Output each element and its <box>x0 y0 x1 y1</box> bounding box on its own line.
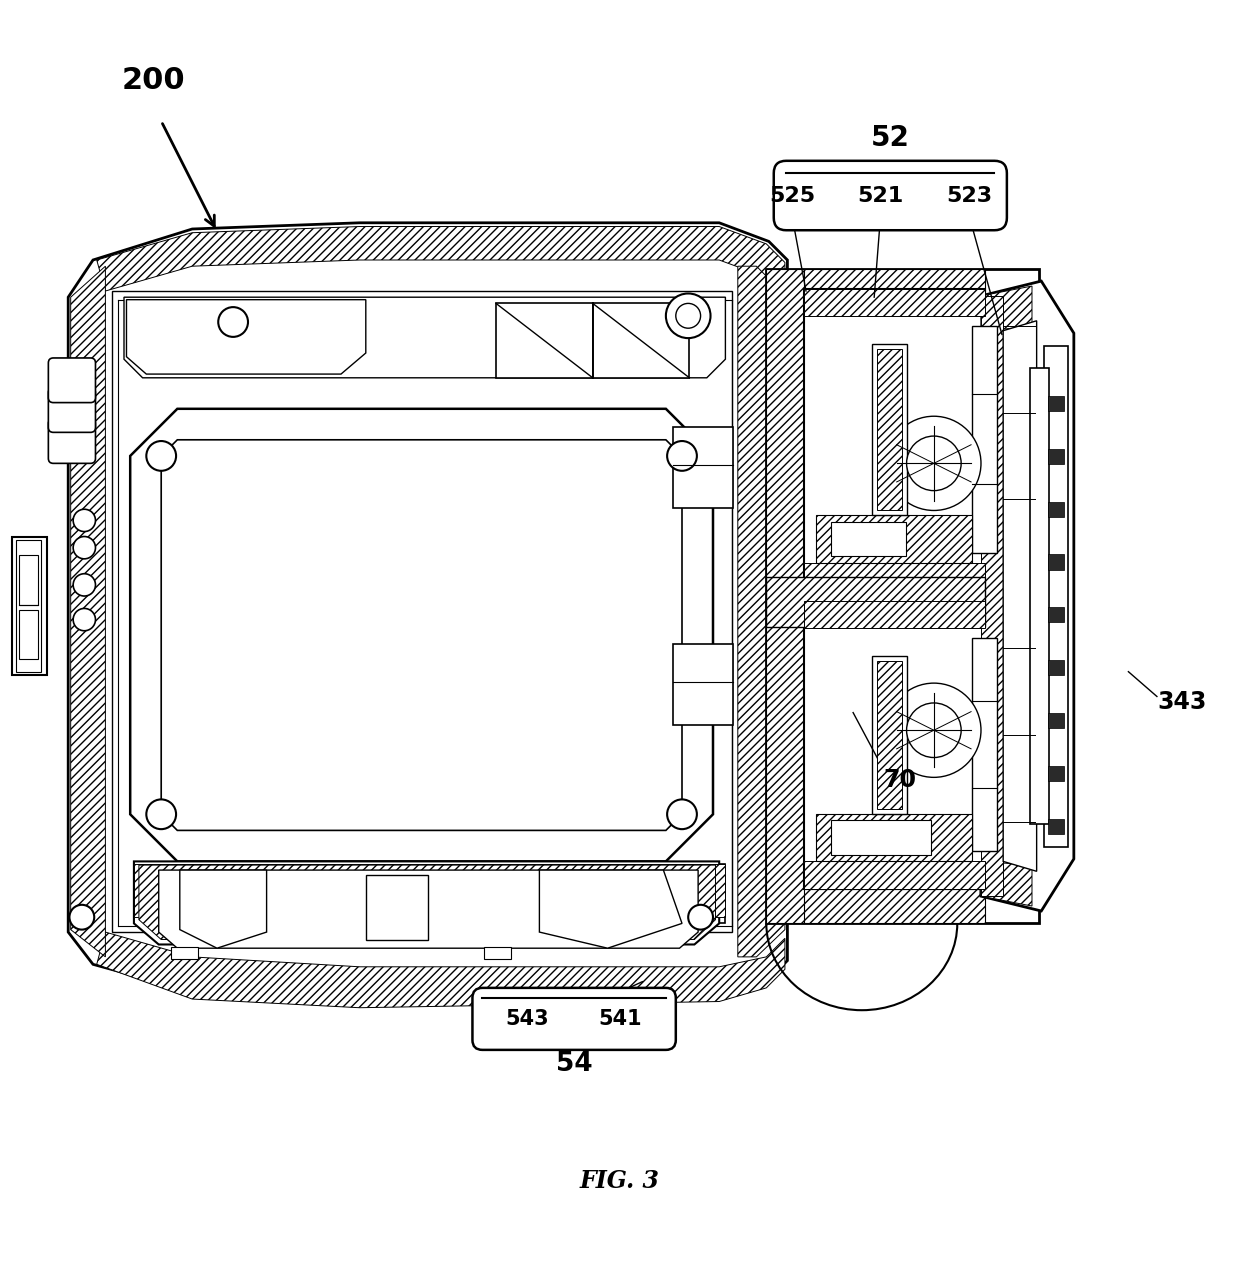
Circle shape <box>73 536 95 559</box>
Polygon shape <box>134 861 719 944</box>
Bar <box>1048 502 1064 517</box>
Bar <box>1030 368 1049 824</box>
Polygon shape <box>766 578 985 627</box>
Bar <box>16 540 41 671</box>
Bar <box>804 288 985 590</box>
Polygon shape <box>738 267 785 957</box>
Polygon shape <box>766 889 985 924</box>
Bar <box>1048 396 1064 411</box>
Bar <box>496 303 593 378</box>
Circle shape <box>887 683 981 777</box>
FancyBboxPatch shape <box>48 418 95 464</box>
Circle shape <box>218 307 248 337</box>
Bar <box>831 820 931 856</box>
Circle shape <box>69 905 94 929</box>
Bar <box>804 600 985 889</box>
Polygon shape <box>766 269 804 924</box>
Polygon shape <box>1003 321 1037 871</box>
Bar <box>1044 345 1068 847</box>
Bar <box>872 656 906 814</box>
Circle shape <box>667 799 697 829</box>
Text: 343: 343 <box>1157 690 1207 714</box>
Bar <box>1048 660 1064 675</box>
Bar <box>1048 608 1064 622</box>
Polygon shape <box>981 286 1032 331</box>
Bar <box>366 875 428 939</box>
Circle shape <box>676 303 701 329</box>
FancyBboxPatch shape <box>472 988 676 1050</box>
Polygon shape <box>804 600 985 628</box>
Polygon shape <box>97 932 785 1007</box>
Bar <box>593 303 689 378</box>
Polygon shape <box>180 870 267 948</box>
Polygon shape <box>766 269 985 303</box>
Circle shape <box>887 416 981 511</box>
Polygon shape <box>112 291 732 932</box>
Text: 54: 54 <box>556 1050 593 1077</box>
Polygon shape <box>134 863 725 918</box>
Polygon shape <box>126 300 366 374</box>
Bar <box>766 269 1039 924</box>
Bar <box>872 345 906 516</box>
Bar <box>673 427 733 508</box>
Bar <box>171 947 198 959</box>
Text: 521: 521 <box>857 186 904 206</box>
Bar <box>831 522 906 556</box>
Bar <box>1048 819 1064 834</box>
Circle shape <box>73 574 95 597</box>
Bar <box>1048 713 1064 728</box>
Text: 70: 70 <box>883 769 916 793</box>
Bar <box>12 536 47 675</box>
Bar <box>1048 766 1064 781</box>
Circle shape <box>146 441 176 470</box>
Circle shape <box>688 905 713 929</box>
Polygon shape <box>139 865 715 939</box>
Text: 543: 543 <box>505 1009 549 1029</box>
FancyBboxPatch shape <box>774 161 1007 230</box>
Polygon shape <box>134 863 725 924</box>
Polygon shape <box>539 870 682 948</box>
Polygon shape <box>124 297 725 378</box>
Text: FIG. 3: FIG. 3 <box>580 1168 660 1192</box>
Text: 52: 52 <box>870 124 910 152</box>
Circle shape <box>667 441 697 470</box>
FancyBboxPatch shape <box>48 388 95 432</box>
Bar <box>484 947 511 959</box>
Polygon shape <box>71 267 105 957</box>
Bar <box>19 555 38 604</box>
Text: 200: 200 <box>122 66 185 95</box>
Polygon shape <box>130 408 713 861</box>
Polygon shape <box>981 281 1074 911</box>
Polygon shape <box>981 861 1032 906</box>
Polygon shape <box>97 226 785 295</box>
Polygon shape <box>161 440 682 830</box>
Bar <box>1048 449 1064 464</box>
Circle shape <box>906 703 961 757</box>
Bar <box>816 814 972 861</box>
Text: 541: 541 <box>598 1009 642 1029</box>
Text: 523: 523 <box>946 186 993 206</box>
Circle shape <box>906 436 961 490</box>
Polygon shape <box>159 870 698 948</box>
Text: 525: 525 <box>769 186 816 206</box>
Polygon shape <box>804 562 985 590</box>
Bar <box>972 638 997 852</box>
Circle shape <box>666 293 711 337</box>
Polygon shape <box>981 296 1003 896</box>
Polygon shape <box>68 222 787 1000</box>
Polygon shape <box>804 861 985 889</box>
Bar <box>816 516 972 562</box>
Bar <box>673 645 733 726</box>
Circle shape <box>73 608 95 631</box>
Circle shape <box>73 509 95 532</box>
Bar <box>877 661 901 809</box>
Bar <box>972 326 997 552</box>
Bar <box>19 609 38 660</box>
Polygon shape <box>804 288 985 316</box>
Circle shape <box>146 799 176 829</box>
Bar <box>1048 555 1064 570</box>
Bar <box>877 349 901 511</box>
FancyBboxPatch shape <box>48 358 95 403</box>
